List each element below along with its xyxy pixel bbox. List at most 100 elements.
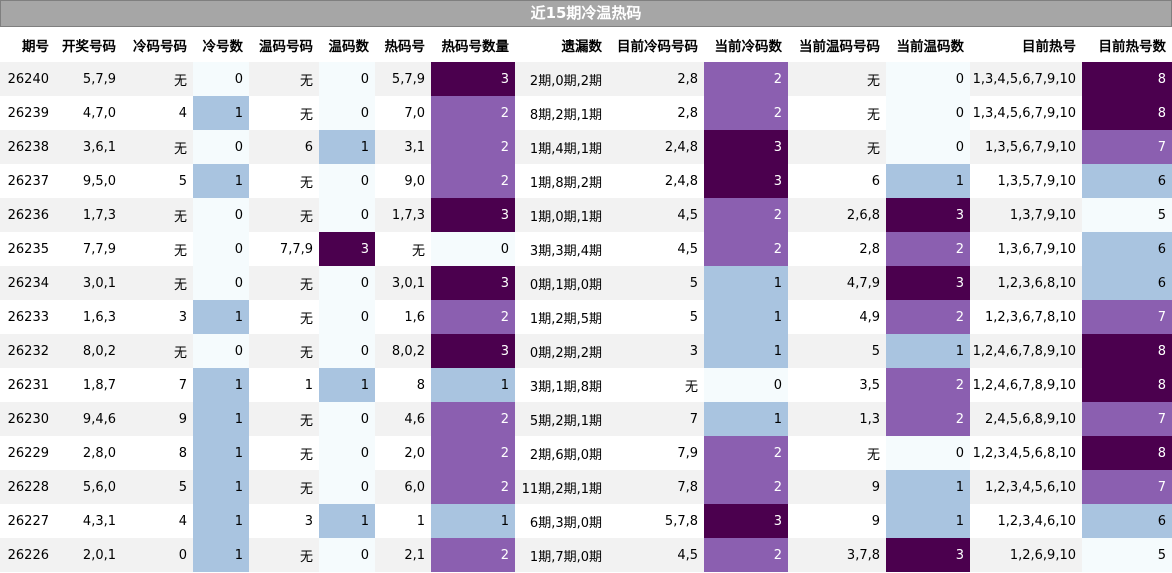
table-cell: 无 [249, 266, 319, 300]
table-cell: 26240 [0, 62, 55, 96]
table-cell: 0 [319, 198, 375, 232]
table-cell: 1期,8期,2期 [515, 164, 608, 198]
table-cell: 2 [431, 96, 515, 130]
table-cell: 3,7,8 [788, 538, 886, 572]
table-cell: 2,0,1 [55, 538, 122, 572]
table-cell: 3 [319, 232, 375, 266]
table-cell: 1,3 [788, 402, 886, 436]
table-row: 26238 3,6,1 无 0 6 1 3,1 2 1期,4期,1期 2,4,8 3 无 0 1,3,5,… [0, 130, 1172, 164]
table-cell: 0 [704, 368, 788, 402]
table-cell: 无 [788, 62, 886, 96]
table-cell: 9 [788, 470, 886, 504]
column-header: 当前温码号码 [799, 38, 880, 55]
column-header: 目前热号 [1022, 38, 1076, 55]
table-cell: 0 [886, 436, 970, 470]
table-cell: 1 [704, 334, 788, 368]
table-cell: 无 [249, 436, 319, 470]
table-cell: 3 [704, 130, 788, 164]
table-cell: 5 [788, 334, 886, 368]
table-cell: 8 [1082, 368, 1172, 402]
table-cell: 1期,4期,1期 [515, 130, 608, 164]
table-cell: 6 [1082, 266, 1172, 300]
table-cell: 0 [319, 402, 375, 436]
table-cell: 1 [704, 266, 788, 300]
table-cell: 1,2,4,6,7,8,9,10 [970, 334, 1082, 368]
table-cell: 无 [249, 470, 319, 504]
table-cell: 1 [375, 504, 431, 538]
table-cell: 1 [319, 368, 375, 402]
table-cell: 5 [1082, 538, 1172, 572]
table-cell: 无 [249, 198, 319, 232]
table-cell: 8 [1082, 334, 1172, 368]
column-header: 遗漏数 [561, 38, 603, 55]
table-cell: 4 [122, 96, 193, 130]
table-cell: 0 [319, 164, 375, 198]
table-cell: 0 [193, 198, 249, 232]
table-row: 26235 7,7,9 无 0 7,7,9 3 无 0 3期,3期,4期 4,5 2 2,8 2 1,3,… [0, 232, 1172, 266]
table-row: 26226 2,0,1 0 1 无 0 2,1 2 1期,7期,0期 4,5 2 3,7,8 3 1,2,… [0, 538, 1172, 572]
table-cell: 0 [886, 130, 970, 164]
table-cell: 7,7,9 [55, 232, 122, 266]
table-cell: 6,0 [375, 470, 431, 504]
table-cell: 0 [886, 62, 970, 96]
table-cell: 1,6 [375, 300, 431, 334]
table-cell: 5 [608, 300, 704, 334]
table-cell: 0 [319, 96, 375, 130]
table-cell: 1,7,3 [375, 198, 431, 232]
table-cell: 7 [1082, 402, 1172, 436]
table-cell: 1,2,3,4,6,10 [970, 504, 1082, 538]
table-cell: 3 [431, 266, 515, 300]
table-cell: 2 [704, 470, 788, 504]
column-header: 温码号码 [259, 38, 313, 55]
table-cell: 0期,1期,0期 [515, 266, 608, 300]
table-cell: 8 [122, 436, 193, 470]
table-cell: 无 [249, 334, 319, 368]
table-cell: 1,2,6,9,10 [970, 538, 1082, 572]
table-cell: 1,3,4,5,6,7,9,10 [970, 96, 1082, 130]
table-cell: 2 [431, 164, 515, 198]
table-cell: 8 [1082, 436, 1172, 470]
column-header: 目前热号数 [1098, 38, 1167, 55]
table-cell: 26230 [0, 402, 55, 436]
table-cell: 7,7,9 [249, 232, 319, 266]
table-cell: 4 [122, 504, 193, 538]
table-cell: 7 [608, 402, 704, 436]
table-row: 26230 9,4,6 9 1 无 0 4,6 2 5期,2期,1期 7 1 1,3 2 2,4,5,6,… [0, 402, 1172, 436]
table-cell: 2,0 [375, 436, 431, 470]
table-cell: 1 [249, 368, 319, 402]
table-cell: 0 [886, 96, 970, 130]
table-cell: 1 [319, 130, 375, 164]
table-cell: 8 [1082, 96, 1172, 130]
table-row: 26239 4,7,0 4 1 无 0 7,0 2 8期,2期,1期 2,8 2 无 0 1,3,4,5,… [0, 96, 1172, 130]
column-header: 目前冷码号码 [617, 38, 698, 55]
data-table: 期号 开奖号码 冷码号码 冷号数 温码号码 温码数 热码号 热码号数量 遗漏数 目前冷码号码 当前冷… [0, 27, 1172, 572]
table-cell: 0 [193, 334, 249, 368]
table-cell: 1 [704, 402, 788, 436]
table-cell: 1 [886, 470, 970, 504]
table-cell: 3 [122, 300, 193, 334]
header-row: 期号 开奖号码 冷码号码 冷号数 温码号码 温码数 热码号 热码号数量 遗漏数 目前冷码号码 当前冷… [0, 27, 1172, 62]
table-cell: 无 [122, 198, 193, 232]
table-cell: 3,0,1 [375, 266, 431, 300]
table-cell: 2,1 [375, 538, 431, 572]
table-cell: 3 [886, 538, 970, 572]
table-cell: 1,2,3,4,5,6,10 [970, 470, 1082, 504]
table-cell: 3 [886, 266, 970, 300]
table-cell: 2,4,8 [608, 164, 704, 198]
table-row: 26236 1,7,3 无 0 无 0 1,7,3 3 1期,0期,1期 4,5 2 2,6,8 3 1,… [0, 198, 1172, 232]
table-cell: 无 [249, 164, 319, 198]
table-cell: 5期,2期,1期 [515, 402, 608, 436]
table-cell: 26227 [0, 504, 55, 538]
table-cell: 1期,2期,5期 [515, 300, 608, 334]
table-row: 26234 3,0,1 无 0 无 0 3,0,1 3 0期,1期,0期 5 1 4,7,9 3 1,2,… [0, 266, 1172, 300]
table-cell: 3 [886, 198, 970, 232]
table-cell: 6 [1082, 504, 1172, 538]
table-body: 26240 5,7,9 无 0 无 0 5,7,9 3 2期,0期,2期 2,8 2 无 0 1,3,4,… [0, 62, 1172, 572]
table-cell: 无 [122, 232, 193, 266]
table-cell: 无 [122, 62, 193, 96]
column-header: 期号 [22, 38, 49, 55]
table-cell: 1 [886, 334, 970, 368]
table-cell: 26234 [0, 266, 55, 300]
table-cell: 5 [1082, 198, 1172, 232]
table-cell: 8,0,2 [55, 334, 122, 368]
